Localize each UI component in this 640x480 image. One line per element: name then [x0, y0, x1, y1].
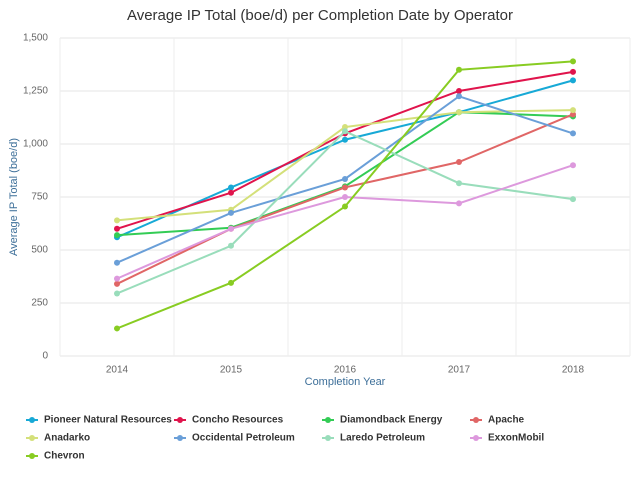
legend-label: Pioneer Natural Resources [44, 415, 172, 426]
y-axis-label: Average IP Total (boe/d) [8, 138, 20, 256]
y-tick-label: 1,250 [23, 86, 48, 97]
legend-label: ExxonMobil [488, 433, 544, 444]
point [456, 180, 462, 187]
x-tick-label: 2015 [220, 365, 243, 376]
point [228, 189, 234, 196]
y-tick-label: 250 [31, 298, 48, 309]
legend-label: Concho Resources [192, 415, 284, 426]
point [342, 203, 348, 210]
point [228, 184, 234, 191]
legend-label: Laredo Petroleum [340, 433, 425, 444]
point [342, 128, 348, 135]
point [570, 77, 576, 84]
point [342, 175, 348, 182]
point [228, 225, 234, 232]
point [570, 162, 576, 169]
point [456, 66, 462, 73]
y-tick-label: 1,500 [23, 33, 48, 44]
point [114, 275, 120, 282]
point [456, 109, 462, 116]
point [570, 58, 576, 65]
point [228, 209, 234, 216]
point [114, 232, 120, 239]
x-tick-label: 2018 [562, 365, 585, 376]
x-tick-label: 2014 [106, 365, 129, 376]
legend-swatch [325, 435, 331, 441]
legend-label: Diamondback Energy [340, 415, 443, 426]
point [114, 280, 120, 287]
legend-swatch [473, 435, 479, 441]
point [456, 200, 462, 207]
point [342, 136, 348, 143]
point [228, 279, 234, 286]
point [114, 217, 120, 224]
chart-title: Average IP Total (boe/d) per Completion … [127, 7, 513, 24]
x-tick-label: 2017 [448, 365, 471, 376]
point [342, 194, 348, 200]
legend-swatch [29, 453, 35, 459]
series-line [116, 130, 574, 295]
point [570, 130, 576, 137]
series-line [116, 164, 574, 280]
legend-swatch [177, 435, 183, 441]
x-tick-label: 2016 [334, 365, 357, 376]
point [456, 88, 462, 94]
legend-swatch [177, 417, 183, 423]
point [342, 184, 348, 191]
legend-swatch [473, 417, 479, 423]
legend-swatch [29, 435, 35, 441]
point [570, 111, 576, 118]
point [570, 68, 576, 75]
point [456, 93, 462, 100]
legend-label: Chevron [44, 451, 85, 462]
x-axis-label: Completion Year [305, 376, 386, 388]
y-tick-label: 0 [42, 351, 48, 362]
legend-label: Occidental Petroleum [192, 433, 295, 444]
point [114, 290, 120, 297]
point [570, 107, 576, 114]
y-tick-label: 500 [31, 245, 48, 256]
point [228, 242, 234, 249]
point [456, 159, 462, 166]
point [114, 259, 120, 266]
point [114, 325, 120, 332]
y-tick-label: 750 [31, 192, 48, 203]
point [114, 225, 120, 232]
legend-swatch [325, 417, 331, 423]
y-tick-label: 1,000 [23, 139, 48, 150]
legend-label: Apache [488, 415, 525, 426]
legend-swatch [29, 417, 35, 423]
point [342, 124, 348, 131]
point [570, 196, 576, 203]
legend-label: Anadarko [44, 433, 90, 444]
